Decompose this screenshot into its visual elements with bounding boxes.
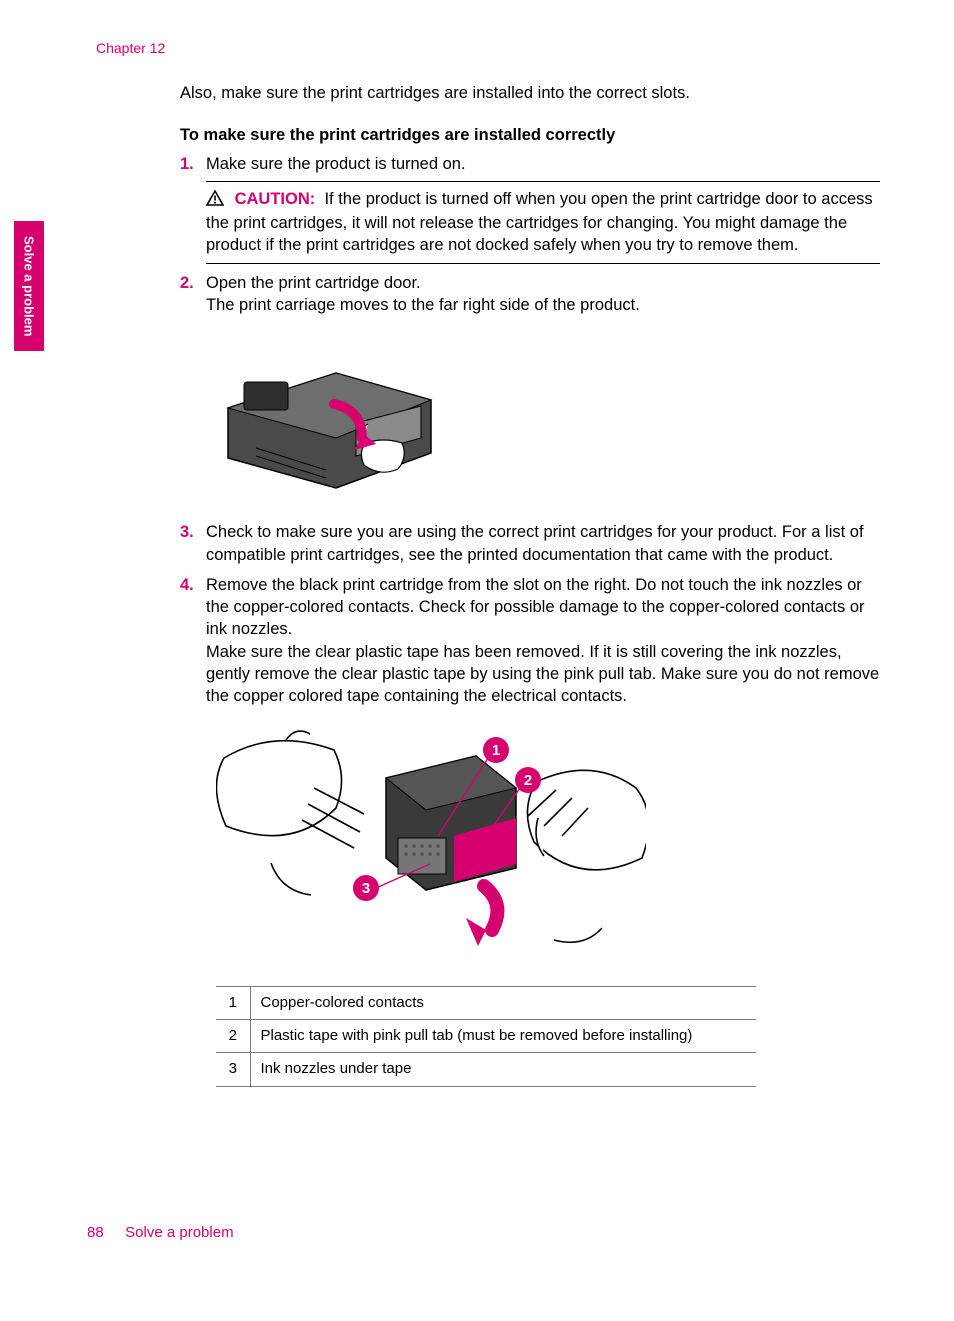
intro-text: Also, make sure the print cartridges are… — [180, 82, 880, 104]
subheading: To make sure the print cartridges are in… — [180, 124, 880, 146]
legend-num: 2 — [216, 1020, 250, 1053]
caution-icon — [206, 190, 224, 212]
step-2-line1: Open the print cartridge door. — [206, 272, 880, 294]
step-2-line2: The print carriage moves to the far righ… — [206, 294, 880, 316]
legend-num: 3 — [216, 1053, 250, 1086]
caution-label: CAUTION: — [235, 190, 316, 208]
step-number: 2. — [180, 272, 206, 317]
page-footer: 88 Solve a problem — [87, 1224, 234, 1241]
step-number: 3. — [180, 521, 206, 566]
legend-table: 1 Copper-colored contacts 2 Plastic tape… — [216, 986, 756, 1087]
steps-list: 1. Make sure the product is turned on. C… — [180, 153, 880, 317]
main-content: Also, make sure the print cartridges are… — [180, 82, 880, 1087]
callout-2: 2 — [524, 772, 532, 789]
side-tab: Solve a problem — [14, 221, 44, 351]
step-2: 2. Open the print cartridge door. The pr… — [180, 272, 880, 317]
legend-row: 2 Plastic tape with pink pull tab (must … — [216, 1020, 756, 1053]
step-3-text: Check to make sure you are using the cor… — [206, 521, 880, 566]
side-tab-label: Solve a problem — [22, 236, 37, 336]
callout-1: 1 — [492, 742, 500, 759]
step-4-p2: Make sure the clear plastic tape has bee… — [206, 641, 880, 708]
step-number: 4. — [180, 574, 206, 708]
legend-label: Plastic tape with pink pull tab (must be… — [250, 1020, 756, 1053]
legend-label: Ink nozzles under tape — [250, 1053, 756, 1086]
callout-3: 3 — [362, 880, 370, 897]
page-number: 88 — [87, 1224, 121, 1241]
legend-row: 3 Ink nozzles under tape — [216, 1053, 756, 1086]
figure-1 — [216, 338, 880, 499]
chapter-label: Chapter 12 — [96, 40, 165, 56]
legend-label: Copper-colored contacts — [250, 986, 756, 1019]
page: Chapter 12 Solve a problem Also, make su… — [0, 0, 954, 1321]
caution-box: CAUTION: If the product is turned off wh… — [206, 181, 880, 264]
figure-2: 1 2 3 — [216, 718, 880, 974]
step-3: 3. Check to make sure you are using the … — [180, 521, 880, 566]
legend-num: 1 — [216, 986, 250, 1019]
steps-list-cont: 3. Check to make sure you are using the … — [180, 521, 880, 707]
step-4-p1: Remove the black print cartridge from th… — [206, 574, 880, 641]
footer-section: Solve a problem — [125, 1224, 233, 1241]
step-number: 1. — [180, 153, 206, 264]
legend-row: 1 Copper-colored contacts — [216, 986, 756, 1019]
step-1-text: Make sure the product is turned on. — [206, 155, 466, 173]
step-1: 1. Make sure the product is turned on. C… — [180, 153, 880, 264]
step-4: 4. Remove the black print cartridge from… — [180, 574, 880, 708]
